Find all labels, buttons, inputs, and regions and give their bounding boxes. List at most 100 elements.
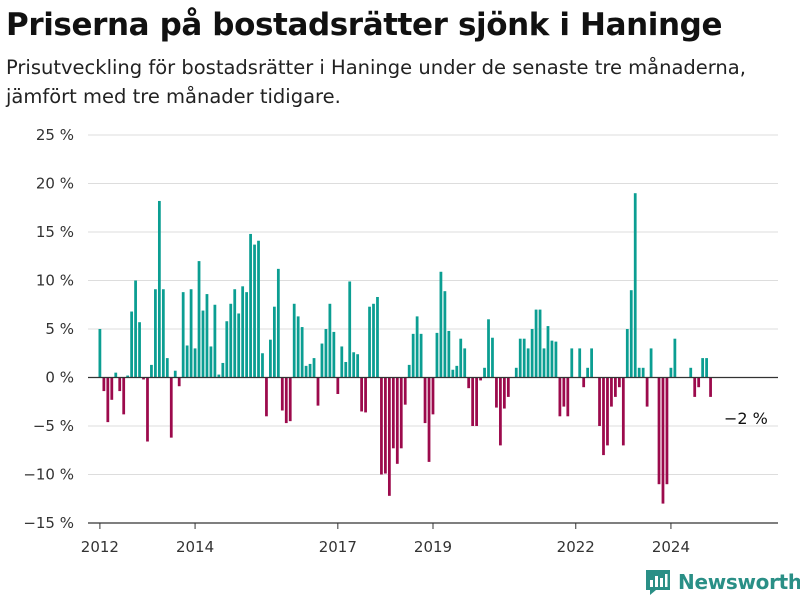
bar: [300, 327, 304, 378]
bar: [193, 348, 197, 378]
chart-title: Priserna på bostadsrätter sjönk i Haning…: [6, 7, 723, 43]
bar: [276, 268, 280, 378]
bar: [502, 377, 506, 409]
bar: [590, 348, 593, 378]
bar: [161, 289, 165, 378]
y-tick-label: 10 %: [36, 272, 74, 290]
bar: [387, 377, 391, 496]
bar: [138, 322, 141, 378]
bar: [518, 338, 522, 378]
y-tick-label: −15 %: [23, 514, 74, 532]
bar: [554, 341, 558, 378]
bar: [475, 377, 478, 426]
y-tick-label: 0 %: [45, 369, 74, 387]
x-tick-label: 2017: [319, 538, 357, 556]
bar: [352, 352, 356, 378]
bar: [570, 348, 574, 378]
bar: [173, 370, 177, 378]
bar: [213, 304, 217, 378]
bar: [324, 329, 328, 378]
bar: [98, 329, 102, 378]
bar: [181, 292, 185, 378]
y-tick-label: 25 %: [36, 126, 74, 144]
bar: [344, 361, 348, 378]
bar: [364, 377, 367, 413]
x-tick-label: 2012: [81, 538, 119, 556]
bar: [253, 244, 256, 378]
bar: [614, 377, 617, 397]
bar: [439, 271, 443, 378]
bar: [336, 377, 340, 394]
bar: [348, 281, 352, 378]
bar: [701, 358, 705, 378]
bar: [126, 375, 130, 378]
bar: [582, 377, 586, 388]
bar: [122, 377, 126, 415]
bar: [241, 286, 245, 378]
bar: [538, 309, 542, 378]
bar: [427, 377, 431, 462]
bar: [312, 358, 316, 378]
x-tick-label: 2024: [652, 538, 690, 556]
bar: [130, 311, 134, 378]
bar: [249, 233, 252, 378]
chart-subtitle: Prisutveckling för bostadsrätter i Hanin…: [6, 56, 746, 108]
bar: [697, 377, 701, 388]
bar: [463, 348, 467, 378]
bar: [586, 367, 590, 378]
bar: [471, 377, 475, 426]
bar: [479, 377, 482, 381]
bar: [562, 377, 566, 407]
bar: [384, 377, 387, 474]
bar: [542, 348, 546, 378]
bar: [526, 348, 530, 378]
y-tick-label: −5 %: [33, 417, 74, 435]
bar: [534, 309, 538, 378]
bar: [154, 289, 157, 378]
bar: [407, 364, 411, 378]
bar: [288, 377, 292, 422]
y-tick-label: −10 %: [23, 466, 74, 484]
bar: [649, 348, 653, 378]
bar: [177, 377, 181, 387]
bar: [633, 193, 637, 378]
bar: [332, 331, 336, 378]
bar: [221, 362, 225, 378]
bar: [661, 377, 665, 504]
bar: [142, 377, 145, 380]
bar: [245, 292, 248, 378]
newsworthy-brand: Newsworthy: [644, 567, 800, 597]
x-tick-label: 2019: [414, 538, 452, 556]
bar: [431, 377, 435, 415]
bar: [522, 338, 526, 378]
bar: [157, 200, 161, 378]
x-tick-label: 2022: [557, 538, 595, 556]
bar: [566, 377, 570, 417]
bars: [98, 193, 712, 504]
bar: [459, 338, 463, 378]
bar: [201, 310, 205, 378]
bar: [625, 329, 629, 378]
bar: [225, 321, 229, 378]
bar: [114, 372, 118, 378]
y-tick-label: 20 %: [36, 175, 74, 193]
bar: [602, 377, 605, 456]
bar: [411, 333, 415, 378]
bar: [316, 377, 320, 406]
bar: [340, 346, 344, 378]
bar: [693, 377, 697, 397]
bar: [292, 303, 296, 378]
bar: [530, 329, 534, 378]
bar: [598, 377, 601, 426]
bar: [205, 294, 209, 378]
bar: [673, 338, 677, 378]
bar: [165, 358, 169, 378]
bar: [368, 306, 371, 378]
bar: [150, 364, 153, 378]
bar: [423, 377, 427, 424]
bar: [304, 365, 308, 378]
bar: [467, 377, 471, 389]
bar: [296, 316, 300, 378]
bar: [578, 348, 582, 378]
